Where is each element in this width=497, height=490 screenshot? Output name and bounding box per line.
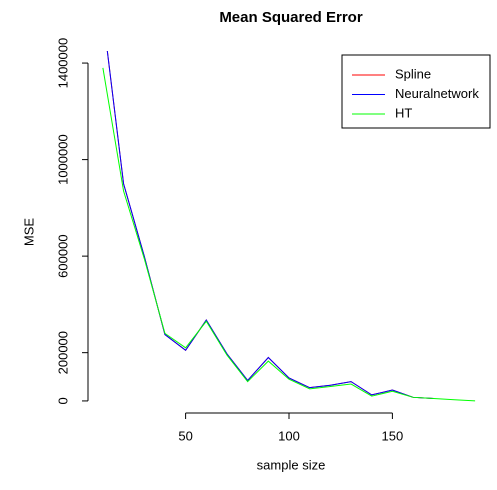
y-tick-label: 600000 <box>55 234 70 277</box>
y-tick-label: 0 <box>55 397 70 404</box>
legend-label: HT <box>395 105 412 120</box>
y-tick-label: 1400000 <box>55 38 70 89</box>
legend-label: Neuralnetwork <box>395 86 479 101</box>
legend-box <box>341 54 491 129</box>
x-tick-label: 50 <box>178 428 192 443</box>
y-tick-label: 200000 <box>55 331 70 374</box>
y-tick-label: 1000000 <box>55 134 70 185</box>
chart-title: Mean Squared Error <box>219 9 363 26</box>
legend-label: Spline <box>395 66 431 81</box>
series-line <box>102 67 476 402</box>
y-axis-label: MSE <box>21 218 36 247</box>
x-tick-label: 150 <box>382 428 404 443</box>
x-tick-label: 100 <box>278 428 300 443</box>
plot-area <box>102 51 476 402</box>
x-axis-label: sample size <box>257 457 326 472</box>
